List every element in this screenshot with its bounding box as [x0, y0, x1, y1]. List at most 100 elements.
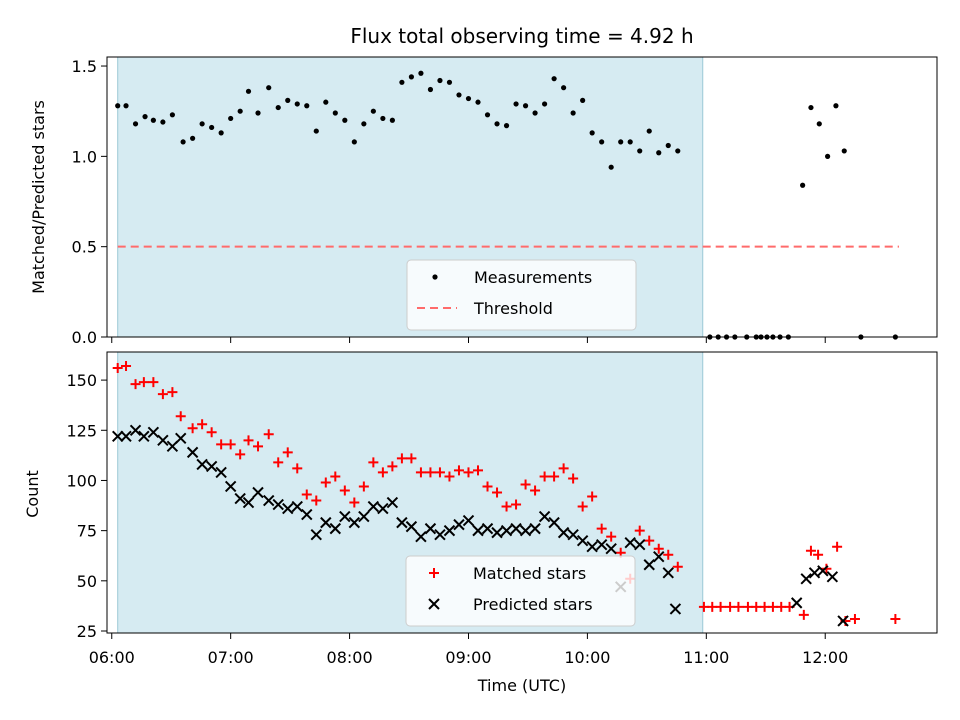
x-tick-label: 11:00: [683, 648, 729, 667]
legend-marker: [432, 274, 438, 280]
predicted-star-point: [538, 510, 551, 523]
measurement-point: [123, 103, 129, 109]
predicted-star-point: [481, 522, 494, 535]
predicted-star-point: [377, 502, 389, 515]
legend-label: Threshold: [473, 299, 553, 318]
matched-star-point: [167, 387, 178, 398]
measurement-point: [599, 139, 605, 145]
matched-star-point: [577, 501, 588, 512]
predicted-star-point: [472, 524, 484, 537]
matched-star-point: [444, 471, 455, 482]
y-tick-label: 125: [66, 421, 97, 440]
measurement-point: [646, 128, 652, 134]
measurement-point: [160, 119, 166, 125]
top-series-marks: [115, 70, 898, 340]
matched-star-point: [644, 535, 655, 546]
matched-star-point: [138, 377, 149, 388]
legend-label: Measurements: [474, 268, 592, 287]
predicted-star-point: [282, 502, 294, 515]
predicted-star-point: [329, 522, 342, 535]
predicted-star-point: [800, 573, 812, 585]
bottom-x-ticks: 06:00 07:00 08:00 09:00 10:00 11:00 12:00: [89, 633, 848, 667]
predicted-star-point: [242, 496, 255, 509]
predicted-star-point: [147, 426, 160, 438]
measurement-point: [389, 117, 395, 123]
measurement-point: [570, 110, 576, 116]
predicted-star-point: [138, 430, 150, 443]
x-tick-label: 12:00: [802, 648, 848, 667]
matched-star-point: [292, 463, 303, 474]
matched-star-point: [473, 465, 484, 476]
measurement-point: [580, 97, 586, 103]
matched-star-point: [320, 477, 331, 488]
y-tick-label: 75: [77, 522, 97, 541]
measurement-point: [800, 182, 806, 188]
matched-star-point: [463, 467, 474, 478]
measurement-point: [255, 110, 261, 116]
measurement-point: [399, 79, 405, 85]
x-tick-label: 06:00: [89, 648, 135, 667]
predicted-star-point: [826, 571, 839, 583]
matched-star-point: [805, 545, 816, 556]
predicted-star-point: [252, 486, 264, 499]
matched-star-point: [235, 449, 246, 460]
predicted-star-point: [529, 522, 541, 535]
matched-star-point: [813, 549, 824, 560]
matched-star-point: [263, 429, 274, 440]
predicted-star-point: [567, 528, 579, 541]
y-tick-label: 50: [77, 572, 97, 591]
predicted-star-point: [234, 492, 246, 505]
matched-star-point: [715, 601, 726, 612]
measurement-point: [503, 123, 510, 129]
matched-star-point: [216, 439, 227, 450]
predicted-star-point: [310, 528, 322, 541]
legend-marker: [428, 598, 440, 610]
legend-label: Matched stars: [473, 564, 586, 583]
predicted-star-point: [605, 542, 617, 555]
measurement-point: [551, 76, 557, 82]
matched-star-point: [653, 543, 664, 554]
matched-star-point: [558, 463, 569, 474]
predicted-star-point: [129, 424, 142, 436]
matched-star-point: [406, 453, 417, 464]
matched-star-point: [330, 471, 341, 482]
predicted-star-point: [434, 528, 446, 541]
matched-star-point: [821, 563, 832, 574]
bottom-y-axis-label: Count: [23, 470, 42, 518]
matched-star-point: [434, 467, 445, 478]
matched-star-point: [501, 501, 512, 512]
measurement-point: [825, 153, 831, 159]
matched-star-point: [482, 481, 493, 492]
measurement-point: [132, 121, 139, 127]
measurement-point: [656, 150, 662, 156]
predicted-star-point: [634, 538, 646, 551]
measurement-point: [237, 108, 243, 114]
measurement-point: [228, 115, 234, 122]
measurement-point: [266, 85, 272, 91]
matched-star-point: [243, 435, 254, 446]
predicted-star-point: [510, 522, 522, 535]
measurement-point: [427, 86, 434, 93]
measurement-point: [408, 74, 415, 80]
measurement-point: [218, 130, 224, 136]
predicted-star-point: [548, 516, 560, 529]
matched-star-point: [377, 467, 388, 478]
predicted-star-point: [291, 500, 303, 513]
predicted-star-point: [837, 615, 849, 627]
predicted-star-point: [586, 540, 598, 553]
matched-star-point: [148, 377, 159, 388]
measurement-point: [484, 112, 491, 118]
predicted-star-point: [320, 516, 332, 529]
predicted-star-point: [443, 524, 456, 537]
bottom-series-marks: [111, 361, 901, 627]
measurement-point: [370, 108, 376, 114]
measurement-point: [608, 164, 614, 170]
predicted-star-point: [386, 496, 399, 509]
matched-star-point: [206, 427, 217, 438]
measurement-point: [816, 121, 822, 127]
measurement-point: [665, 142, 671, 149]
matched-star-point: [130, 379, 141, 390]
predicted-star-point: [215, 466, 227, 479]
matched-star-point: [568, 473, 579, 484]
y-tick-label: 1.0: [72, 147, 97, 166]
